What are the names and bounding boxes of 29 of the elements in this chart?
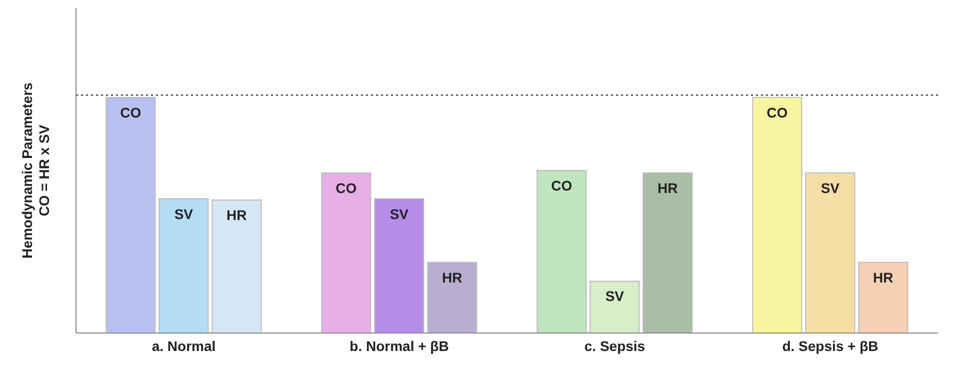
text: SV: [390, 206, 409, 222]
bar: [427, 262, 478, 333]
text: HR: [442, 269, 462, 286]
bar: [158, 198, 209, 333]
bar: [642, 172, 693, 333]
x-tick-label: a. Normal: [152, 338, 216, 354]
bar: [212, 199, 262, 333]
x-tick-label: d. Sepsis + βB: [782, 338, 878, 354]
bar: [805, 172, 856, 333]
bar: [321, 172, 372, 333]
text: CO: [766, 104, 788, 120]
text: SV: [605, 288, 624, 304]
bar: [536, 170, 587, 333]
text: HR: [658, 180, 678, 196]
bar: [752, 96, 802, 333]
text: HR: [873, 269, 894, 286]
bar: [858, 262, 908, 333]
text: SV: [820, 180, 840, 196]
x-tick-label: c. Sepsis: [584, 338, 646, 354]
x-tick-label: b. Normal + βB: [350, 338, 449, 354]
bar: [106, 96, 156, 333]
series-label: SV: [174, 206, 194, 222]
text: CO: [551, 178, 572, 194]
bar: [590, 280, 640, 333]
series-label: CO: [120, 104, 142, 120]
bar: [374, 198, 424, 333]
y-axis-title: Hemodynamic Parameters CO = HR x SV: [19, 82, 52, 258]
text: CO: [336, 180, 357, 196]
series-label: HR: [226, 206, 247, 223]
